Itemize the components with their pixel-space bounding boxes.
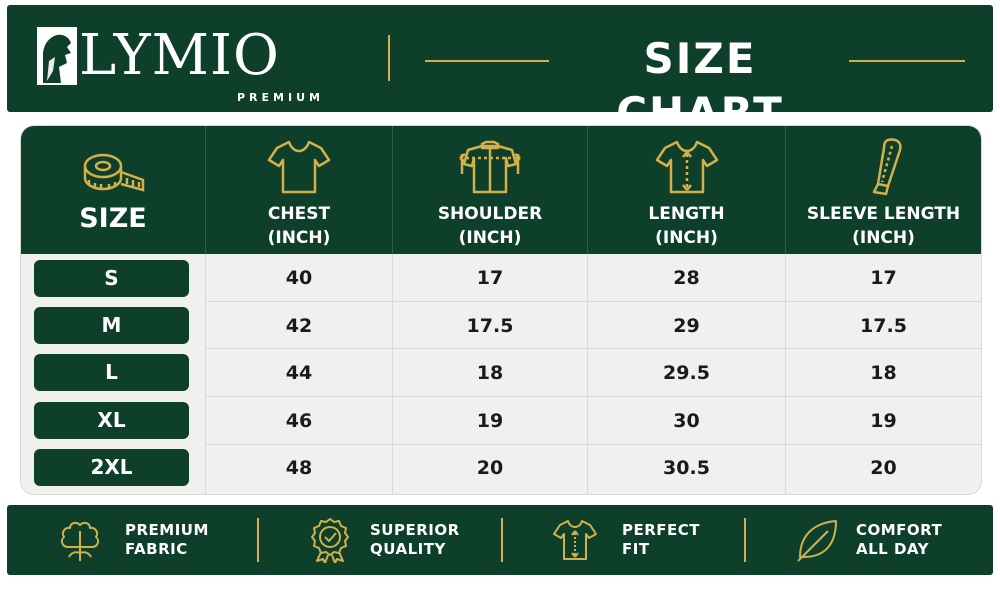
size-label-2xl: 2XL: [34, 449, 189, 486]
feature-text: PREMIUM FABRIC: [125, 521, 209, 559]
row-divider: [205, 444, 981, 445]
leaf-icon: [797, 520, 837, 562]
header-shoulder: SHOULDER (INCH): [393, 126, 587, 254]
size-label-l: L: [34, 354, 189, 391]
header-chest: CHEST (INCH): [206, 126, 392, 254]
header-length: LENGTH (INCH): [588, 126, 785, 254]
title-rule-right: [849, 60, 965, 62]
feature-line1: PERFECT: [622, 521, 701, 539]
features-bar: PREMIUM FABRIC SUPERIOR QUALITY: [7, 505, 993, 575]
chest-value: 48: [285, 457, 313, 479]
sleeve-length-value: 18: [870, 362, 897, 384]
length-value: 30: [673, 410, 700, 432]
header-label: SLEEVE LENGTH (INCH): [786, 202, 981, 250]
feature-text: PERFECT FIT: [622, 521, 700, 559]
header-label: CHEST (INCH): [206, 202, 392, 250]
column-divider: [587, 254, 588, 494]
quality-badge-icon: [311, 518, 349, 563]
size-label-s: S: [34, 260, 189, 297]
feature-perfect-fit: PERFECT FIT: [552, 505, 742, 575]
column-divider: [785, 254, 786, 494]
header-label-line2: (INCH): [458, 228, 522, 248]
feature-divider: [257, 518, 259, 562]
length-value: 29: [673, 315, 700, 337]
feature-text: COMFORT ALL DAY: [856, 521, 942, 559]
header-label-line1: LENGTH: [648, 204, 725, 224]
header-banner: LYMIO PREMIUM SIZE CHART: [7, 5, 993, 137]
tshirt-icon: [267, 140, 331, 194]
sleeve-length-value: 20: [870, 457, 897, 479]
measuring-tape-icon: [83, 153, 145, 192]
cotton-icon: [60, 521, 100, 561]
feature-line2: FIT: [622, 540, 650, 558]
feature-line1: COMFORT: [856, 521, 943, 539]
chest-value: 42: [285, 315, 313, 337]
header-divider: [587, 126, 588, 254]
feature-line2: ALL DAY: [856, 540, 929, 558]
page-title: SIZE CHART: [616, 34, 784, 137]
sleeve-icon: [872, 138, 902, 196]
length-value: 28: [673, 267, 700, 289]
length-value: 30.5: [663, 457, 710, 479]
header-divider: [388, 35, 390, 81]
fit-tshirt-icon: [553, 520, 597, 560]
header-divider: [785, 126, 786, 254]
feature-line2: FABRIC: [125, 540, 188, 558]
brand-tagline: PREMIUM: [237, 91, 324, 104]
chest-value: 44: [285, 362, 313, 384]
header-label: LENGTH (INCH): [588, 202, 785, 250]
feature-line2: QUALITY: [370, 540, 446, 558]
shoulder-value: 17: [476, 267, 504, 289]
header-sleeve-length: SLEEVE LENGTH (INCH): [786, 126, 981, 254]
column-divider: [392, 254, 393, 494]
header-label: SHOULDER (INCH): [393, 202, 587, 250]
row-divider: [205, 301, 981, 302]
lion-logo-icon: [37, 27, 77, 85]
length-value: 29.5: [663, 362, 710, 384]
sleeve-length-value: 17.5: [860, 315, 907, 337]
table-header: SIZE CHEST (INCH): [21, 126, 981, 254]
header-label-line2: (INCH): [267, 228, 331, 248]
size-label-xl: XL: [34, 402, 189, 439]
feature-divider: [744, 518, 746, 562]
shoulder-value: 20: [476, 457, 504, 479]
header-label-line1: CHEST: [267, 204, 331, 224]
length-measure-icon: [655, 140, 718, 194]
row-divider: [205, 396, 981, 397]
column-divider: [205, 254, 206, 494]
feature-text: SUPERIOR QUALITY: [370, 521, 460, 559]
feature-superior-quality: SUPERIOR QUALITY: [307, 505, 497, 575]
header-divider: [205, 126, 206, 254]
shoulder-value: 17.5: [466, 315, 514, 337]
header-label-line2: (INCH): [852, 228, 915, 248]
header-label-line1: SLEEVE LENGTH: [806, 204, 961, 224]
size-column-header: SIZE: [79, 203, 147, 234]
title-rule-left: [425, 60, 549, 62]
row-divider: [205, 348, 981, 349]
shoulder-value: 18: [476, 362, 504, 384]
size-table: SIZE CHEST (INCH): [20, 125, 982, 495]
feature-comfort-all-day: COMFORT ALL DAY: [794, 505, 984, 575]
header-divider: [392, 126, 393, 254]
header-label-line2: (INCH): [655, 228, 718, 248]
shoulder-value: 19: [476, 410, 504, 432]
chest-value: 46: [285, 410, 313, 432]
header-label-line1: SHOULDER: [437, 204, 543, 224]
feature-line1: SUPERIOR: [370, 521, 460, 539]
brand-name: LYMIO: [79, 23, 280, 88]
shoulder-measure-icon: [459, 140, 521, 194]
size-label-m: M: [34, 307, 189, 344]
feature-line1: PREMIUM: [125, 521, 209, 539]
size-header-cell: SIZE: [21, 126, 205, 254]
sleeve-length-value: 19: [870, 410, 897, 432]
feature-premium-fabric: PREMIUM FABRIC: [57, 505, 257, 575]
feature-divider: [501, 518, 503, 562]
sleeve-length-value: 17: [870, 267, 897, 289]
chest-value: 40: [285, 267, 313, 289]
